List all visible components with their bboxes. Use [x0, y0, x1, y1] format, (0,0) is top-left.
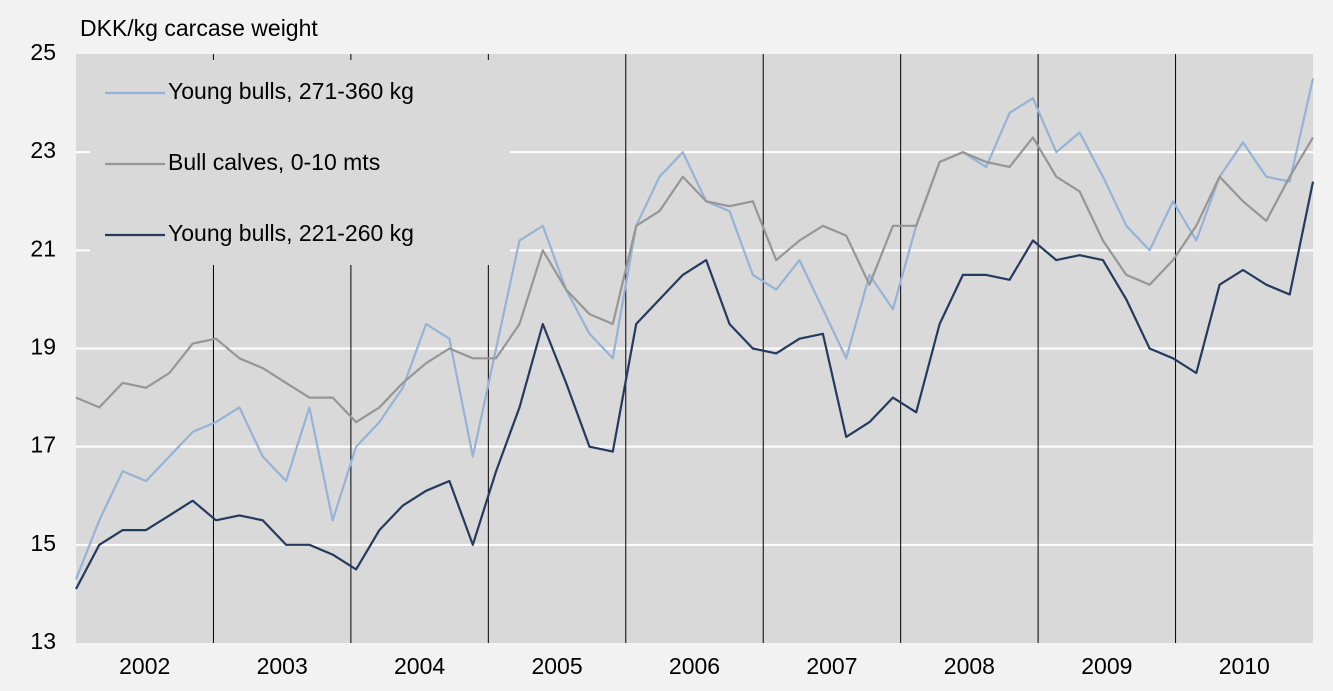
y-tick-label: 17 — [30, 432, 56, 458]
y-axis-label: DKK/kg carcase weight — [80, 15, 318, 41]
x-tick-label: 2003 — [257, 653, 308, 679]
x-tick-label: 2005 — [531, 653, 582, 679]
legend-label: Bull calves, 0-10 mts — [168, 149, 380, 175]
legend-label: Young bulls, 271-360 kg — [168, 78, 414, 104]
x-tick-label: 2004 — [394, 653, 445, 679]
y-tick-label: 25 — [30, 39, 56, 65]
y-tick-label: 13 — [30, 628, 56, 654]
x-tick-label: 2007 — [806, 653, 857, 679]
legend-box — [90, 60, 510, 265]
y-tick-label: 23 — [30, 137, 56, 163]
y-tick-label: 19 — [30, 334, 56, 360]
x-tick-label: 2010 — [1219, 653, 1270, 679]
series-line — [75, 136, 1314, 424]
legend-label: Young bulls, 221-260 kg — [168, 220, 414, 246]
series-line — [75, 181, 1315, 590]
x-tick-label: 2006 — [669, 653, 720, 679]
y-tick-label: 15 — [30, 530, 56, 556]
series-line — [74, 78, 1315, 580]
y-tick-label: 21 — [30, 235, 56, 261]
x-tick-label: 2009 — [1081, 653, 1132, 679]
x-tick-label: 2002 — [119, 653, 170, 679]
x-tick-label: 2008 — [944, 653, 995, 679]
